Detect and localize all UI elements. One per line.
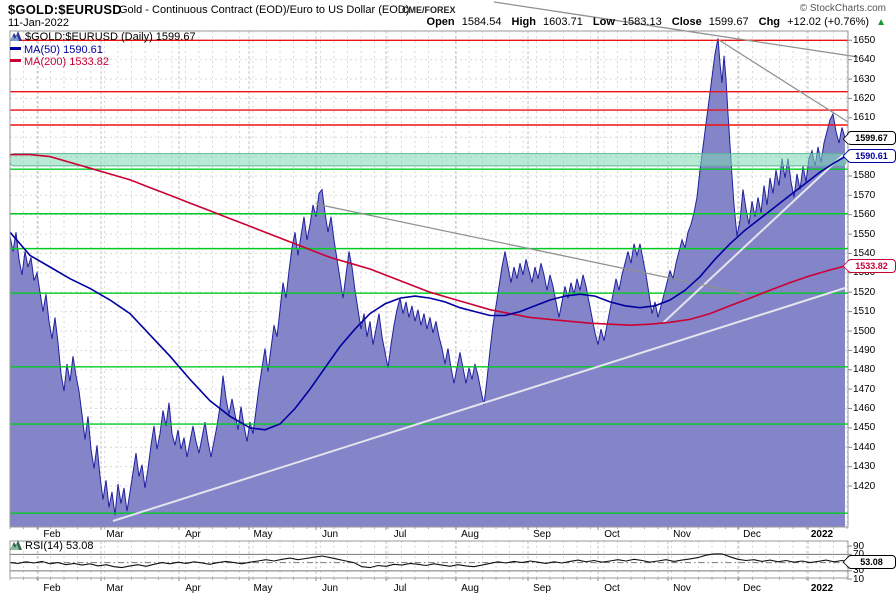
x-axis-label2-Jun: Jun: [321, 583, 339, 594]
change-label: Chg: [758, 16, 781, 28]
x-axis-label-Jun: Jun: [321, 529, 339, 540]
ma50-line-icon: [10, 47, 21, 50]
x-axis-label2-Dec: Dec: [743, 583, 761, 594]
price-callout-1590.61: 1590.61: [842, 148, 896, 163]
x-axis-label-Aug: Aug: [461, 529, 479, 540]
y-axis-label-1610: 1610: [853, 112, 876, 124]
y-axis-label-1480: 1480: [853, 364, 876, 376]
y-axis-label-1550: 1550: [853, 228, 876, 240]
x-axis-label2-May: May: [253, 583, 273, 594]
legend-rsi-label: RSI(14) 53.08: [25, 540, 94, 552]
legend-ma50-label: MA(50) 1590.61: [24, 44, 103, 56]
x-axis-label-Apr: Apr: [185, 529, 201, 540]
change-value: +12.02 (+0.76%): [787, 16, 870, 28]
mountain-icon: [10, 31, 22, 41]
low-value: 1583.13: [621, 16, 662, 28]
legend-main-row: $GOLD:$EURUSD (Daily) 1599.67: [10, 31, 196, 43]
open-label: Open: [426, 16, 455, 28]
x-axis-label-Nov: Nov: [673, 529, 691, 540]
rsi-callout-53.08: 53.08: [842, 554, 896, 569]
x-axis-label-Oct: Oct: [604, 529, 620, 540]
y-axis-label-1580: 1580: [853, 170, 876, 182]
copyright: © StockCharts.com: [799, 3, 886, 14]
x-axis-label2-Feb: Feb: [43, 583, 61, 594]
x-axis-label-Jul: Jul: [393, 529, 407, 540]
y-axis-label-1630: 1630: [853, 73, 876, 85]
y-axis-label-1500: 1500: [853, 325, 876, 337]
x-axis-label2-Mar: Mar: [106, 583, 124, 594]
y-axis-label-1440: 1440: [853, 441, 876, 453]
chart-description: Gold - Continuous Contract (EOD)/Euro to…: [119, 4, 410, 16]
x-axis-label2-Nov: Nov: [673, 583, 691, 594]
legend-ma200-row: MA(200) 1533.82: [10, 56, 109, 68]
close-label: Close: [671, 16, 702, 28]
x-axis-label2-Aug: Aug: [461, 583, 479, 594]
x-axis-label2-2022: 2022: [810, 583, 834, 594]
change-up-arrow-icon: ▲: [876, 17, 886, 28]
legend-ma200-label: MA(200) 1533.82: [24, 56, 109, 68]
rsi-axis-label-70: 70: [853, 549, 864, 560]
legend-main-label: $GOLD:$EURUSD (Daily) 1599.67: [25, 31, 196, 43]
rsi-axis-label-90: 90: [853, 540, 865, 552]
symbol-title: $GOLD:$EURUSD: [8, 2, 122, 17]
chart-date: 11-Jan-2022: [8, 17, 69, 29]
y-axis-label-1490: 1490: [853, 344, 876, 356]
ohlc-quote-bar: Open 1584.54 High 1603.71 Low 1583.13 Cl…: [427, 16, 886, 28]
high-value: 1603.71: [543, 16, 583, 28]
x-axis-label-Mar: Mar: [106, 529, 124, 540]
x-axis-label2-Apr: Apr: [185, 583, 201, 594]
y-axis-label-1620: 1620: [853, 92, 876, 104]
y-axis-label-1640: 1640: [853, 54, 876, 66]
y-axis-label-1520: 1520: [853, 286, 876, 298]
x-axis-label2-Jul: Jul: [393, 583, 407, 594]
rsi-mountain-icon: [10, 540, 22, 550]
y-axis-label-1560: 1560: [853, 209, 876, 221]
legend-ma50-row: MA(50) 1590.61: [10, 44, 103, 56]
rsi-axis-label-10: 10: [853, 573, 865, 585]
close-value: 1599.67: [708, 16, 749, 28]
price-callout-1599.67: 1599.67: [842, 131, 896, 146]
x-axis-label-2022: 2022: [810, 529, 834, 540]
y-axis-label-1540: 1540: [853, 247, 876, 259]
open-value: 1584.54: [461, 16, 502, 28]
y-axis-label-1510: 1510: [853, 306, 876, 318]
y-axis-label-1570: 1570: [853, 189, 876, 201]
low-label: Low: [592, 16, 615, 28]
x-axis-label2-Sep: Sep: [533, 583, 551, 594]
x-axis-label-May: May: [253, 529, 273, 540]
x-axis-label2-Oct: Oct: [604, 583, 620, 594]
exchange-label: CME/FOREX: [402, 5, 456, 15]
y-axis-label-1470: 1470: [853, 383, 876, 395]
x-axis-label-Feb: Feb: [43, 529, 61, 540]
y-axis-label-1460: 1460: [853, 403, 876, 415]
y-axis-label-1650: 1650: [853, 34, 876, 46]
rsi-axis-label-30: 30: [853, 565, 865, 577]
y-axis-label-1450: 1450: [853, 422, 876, 434]
high-label: High: [511, 16, 536, 28]
ma200-line-icon: [10, 59, 21, 62]
price-callout-1533.82: 1533.82: [842, 258, 896, 273]
legend-rsi-row: RSI(14) 53.08: [10, 540, 93, 552]
y-axis-label-1420: 1420: [853, 480, 876, 492]
y-axis-label-1430: 1430: [853, 461, 876, 473]
x-axis-label-Dec: Dec: [743, 529, 761, 540]
x-axis-label-Sep: Sep: [533, 529, 551, 540]
